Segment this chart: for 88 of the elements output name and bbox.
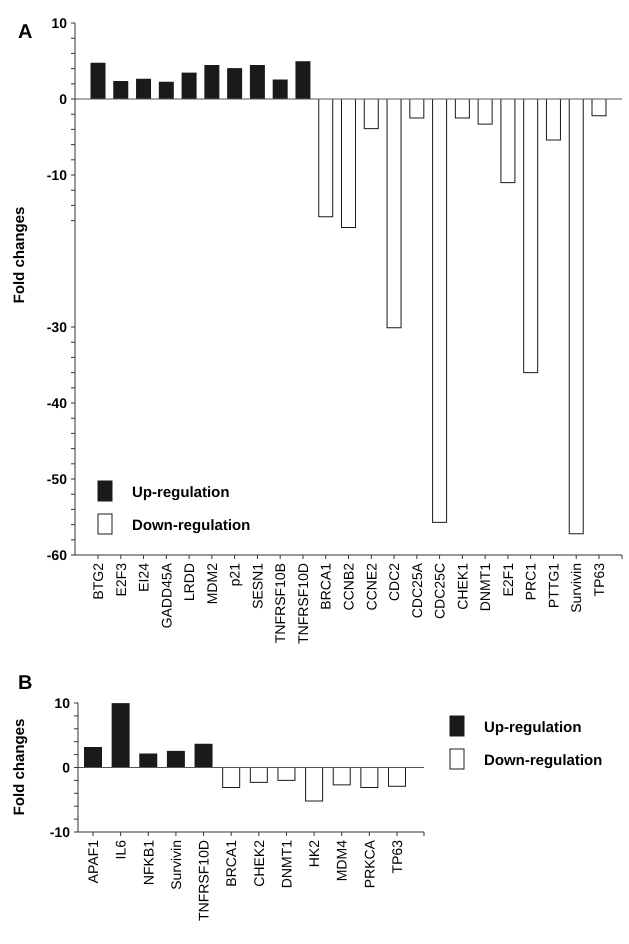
- bar: [113, 81, 128, 100]
- x-tick-label: PRKCA: [361, 839, 378, 888]
- x-tick-label: Survivin: [568, 563, 584, 613]
- chart-title: A: [18, 21, 32, 43]
- x-tick-label: DNMT1: [477, 562, 494, 612]
- x-tick-label: PRC1: [522, 562, 539, 600]
- bar: [500, 98, 516, 184]
- x-tick-label: CDC25A: [408, 562, 425, 618]
- y-axis-title: Fold changes: [11, 206, 28, 304]
- bar: [478, 98, 493, 125]
- x-tick-label: NFKB1: [140, 840, 156, 886]
- x-tick-label: EI24: [136, 562, 152, 592]
- bar: [277, 767, 296, 781]
- bar: [360, 767, 378, 788]
- x-tick-label: HK2: [306, 840, 322, 868]
- bar: [318, 98, 334, 218]
- x-tick-label: TNFRSF10D: [196, 840, 212, 921]
- bar: [136, 78, 152, 100]
- x-tick-label: TP63: [389, 840, 405, 874]
- bar: [112, 703, 130, 768]
- x-tick-label: GADD45A: [158, 562, 174, 628]
- bar: [523, 98, 538, 374]
- x-tick-label: APAF1: [85, 840, 101, 884]
- y-tick-label: 0: [62, 760, 70, 776]
- bar: [386, 98, 402, 328]
- y-tick-label: -10: [46, 167, 68, 183]
- x-tick-label: CCNE2: [363, 562, 380, 610]
- x-tick-label: CHEK1: [454, 562, 470, 610]
- bar: [295, 61, 310, 100]
- x-tick-label: BRCA1: [223, 840, 240, 887]
- x-tick-label: TP63: [591, 562, 607, 596]
- bar: [204, 65, 220, 100]
- bar: [272, 80, 288, 100]
- bar: [90, 62, 106, 100]
- legend-label: Down-regulation: [484, 752, 602, 769]
- bar: [158, 82, 174, 100]
- x-tick-label: E2F3: [112, 562, 129, 596]
- x-tick-label: CCNB2: [340, 562, 356, 610]
- y-tick-label: 10: [51, 15, 68, 31]
- y-tick-label: -60: [46, 547, 68, 563]
- y-tick-label: -30: [46, 319, 68, 335]
- bar: [222, 767, 240, 788]
- bar: [332, 767, 351, 786]
- y-axis-title: Fold changes: [11, 718, 28, 816]
- bar: [194, 744, 213, 768]
- x-tick-label: DNMT1: [278, 840, 294, 888]
- bar: [305, 767, 324, 802]
- bar: [166, 750, 185, 768]
- bar: [546, 98, 561, 141]
- y-tick-label: 0: [59, 91, 68, 107]
- y-tick-label: -50: [46, 471, 68, 487]
- x-tick-label: BTG2: [90, 562, 106, 600]
- bar: [388, 767, 406, 787]
- x-tick-label: LRDD: [181, 563, 198, 602]
- bar: [227, 68, 242, 100]
- bar: [364, 98, 379, 130]
- legend-label: Up-regulation: [484, 719, 582, 736]
- x-tick-label: E2F1: [500, 562, 516, 596]
- bar: [409, 98, 424, 118]
- legend-label: Up-regulation: [132, 484, 230, 501]
- chart-title: B: [18, 672, 32, 694]
- bar: [250, 767, 268, 783]
- bar: [341, 98, 356, 228]
- legend-label: Down-regulation: [132, 517, 250, 534]
- bar: [454, 98, 470, 118]
- bar: [250, 65, 265, 100]
- bar: [139, 753, 158, 768]
- x-tick-label: MDM2: [204, 562, 220, 604]
- x-tick-label: TNFRSF10B: [272, 563, 288, 644]
- bar: [568, 98, 584, 534]
- x-tick-label: CDC25C: [432, 563, 448, 620]
- x-tick-label: PTTG1: [545, 562, 562, 608]
- x-tick-label: MDM4: [334, 840, 350, 882]
- x-tick-label: SESN1: [249, 562, 266, 609]
- bar: [84, 747, 102, 768]
- x-tick-label: p21: [226, 562, 243, 586]
- x-tick-label: CHEK2: [250, 840, 267, 887]
- y-tick-label: -10: [50, 824, 70, 840]
- bar: [182, 72, 197, 100]
- x-tick-label: Survivin: [168, 840, 184, 890]
- x-tick-label: TNFRSF10D: [294, 563, 311, 644]
- x-tick-label: CDC2: [386, 562, 402, 602]
- bar: [592, 98, 606, 116]
- x-tick-label: IL6: [112, 840, 129, 860]
- y-tick-label: 10: [54, 695, 70, 711]
- x-tick-label: BRCA1: [318, 562, 334, 610]
- y-tick-label: -40: [46, 395, 68, 411]
- bar: [432, 98, 448, 523]
